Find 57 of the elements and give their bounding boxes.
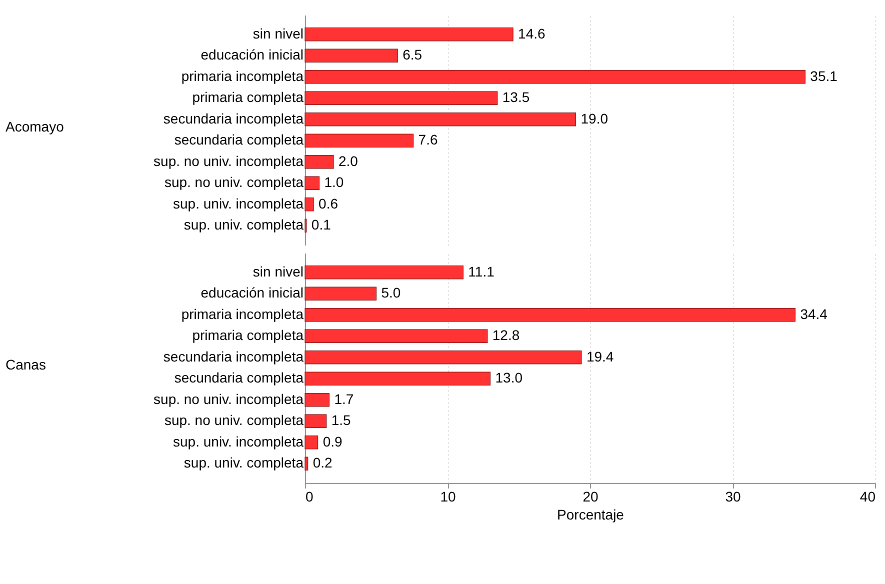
data-label: 5.0 xyxy=(381,284,401,301)
y-tick-label: sup. no univ. completa xyxy=(164,412,304,428)
y-tick-label: sup. no univ. incompleta xyxy=(154,390,304,407)
data-label: 13.0 xyxy=(495,370,523,386)
x-tick-label: 0 xyxy=(306,488,314,504)
y-tick-label: educación inicial xyxy=(200,284,304,301)
data-label: 0.9 xyxy=(322,433,342,450)
data-label: 19.4 xyxy=(586,348,614,364)
y-tick-label: educación inicial xyxy=(200,46,304,63)
data-label: 14.6 xyxy=(518,25,546,42)
data-label: 19.0 xyxy=(580,110,608,126)
bar xyxy=(304,176,320,190)
data-label: 0.2 xyxy=(312,454,333,471)
data-label: 7.6 xyxy=(418,132,438,148)
x-tick-label: 40 xyxy=(860,488,876,504)
y-tick-label: primaria incompleta xyxy=(181,306,304,322)
data-label: 12.8 xyxy=(492,327,520,344)
y-tick-label: secundaria incompleta xyxy=(163,348,304,364)
data-label: 0.1 xyxy=(311,216,332,233)
y-tick-label: secundaria completa xyxy=(174,370,304,386)
y-tick-label: sin nivel xyxy=(252,263,304,280)
data-label: 0.6 xyxy=(318,195,338,212)
x-axis-title: Porcentaje xyxy=(557,506,624,522)
bar xyxy=(304,134,414,148)
x-tick-label: 30 xyxy=(725,488,741,504)
y-tick-label: primaria completa xyxy=(192,89,304,106)
y-tick-label: sup. univ. completa xyxy=(184,454,304,471)
x-tick-label: 20 xyxy=(582,488,598,504)
y-tick-label: sup. no univ. incompleta xyxy=(154,152,304,169)
data-label: 34.4 xyxy=(800,306,828,322)
data-label: 6.5 xyxy=(402,46,422,63)
bar xyxy=(304,70,806,84)
y-axis-title: Canas xyxy=(6,356,46,372)
bar xyxy=(304,112,576,126)
y-tick-label: sup. univ. completa xyxy=(184,216,304,233)
x-tick-label: 10 xyxy=(440,488,456,504)
data-label: 2.0 xyxy=(338,152,358,169)
data-label: 1.5 xyxy=(331,412,352,428)
y-tick-label: sup. univ. incompleta xyxy=(173,195,304,212)
bar xyxy=(304,198,314,212)
y-tick-label: sin nivel xyxy=(252,25,304,42)
bar xyxy=(304,48,398,62)
y-tick-label: secundaria completa xyxy=(174,132,304,148)
y-tick-label: primaria incompleta xyxy=(181,68,304,84)
y-tick-label: primaria completa xyxy=(192,327,304,344)
y-axis-title: Acomayo xyxy=(6,118,64,134)
y-tick-label: sup. univ. incompleta xyxy=(173,433,304,450)
bar xyxy=(304,91,498,106)
data-label: 35.1 xyxy=(810,68,838,84)
bar xyxy=(304,27,514,42)
y-tick-label: sup. no univ. completa xyxy=(164,174,304,190)
data-label: 11.1 xyxy=(468,263,495,280)
data-label: 13.5 xyxy=(502,89,530,106)
data-label: 1.0 xyxy=(324,174,344,190)
data-label: 1.7 xyxy=(334,390,354,407)
y-tick-label: secundaria incompleta xyxy=(163,110,304,126)
bar xyxy=(304,154,334,169)
